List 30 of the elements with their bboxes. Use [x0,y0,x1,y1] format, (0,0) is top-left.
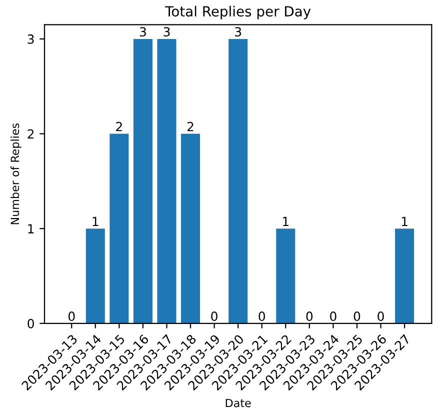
data-label: 3 [140,27,146,37]
bar [228,38,248,324]
data-label: 0 [378,312,384,321]
bar [133,38,152,324]
data-label: 0 [68,312,75,321]
data-label: 3 [164,27,170,37]
bar [181,134,200,324]
bar [395,228,414,324]
x-axis-title: Date [226,398,251,408]
chart-title: Total Replies per Day [165,6,311,20]
data-label: 2 [187,122,194,132]
data-label: 3 [235,27,242,37]
y-tick-label: 3 [28,34,34,44]
y-axis-title: Number of Replies [10,123,22,224]
y-tick-label: 1 [28,224,34,234]
data-label: 0 [211,312,218,321]
y-tick-label: 0 [28,318,34,328]
data-label: 0 [354,312,360,321]
data-label: 0 [306,312,313,321]
bar [276,228,296,324]
bar [157,38,176,324]
y-tick-label: 2 [28,129,34,139]
data-label: 1 [283,216,288,226]
data-label: 0 [258,312,265,321]
data-label: 0 [330,312,336,321]
data-label: 2 [116,122,122,132]
data-label: 1 [92,216,98,226]
data-label: 1 [402,216,408,226]
bar [86,228,105,324]
bar [110,134,129,324]
